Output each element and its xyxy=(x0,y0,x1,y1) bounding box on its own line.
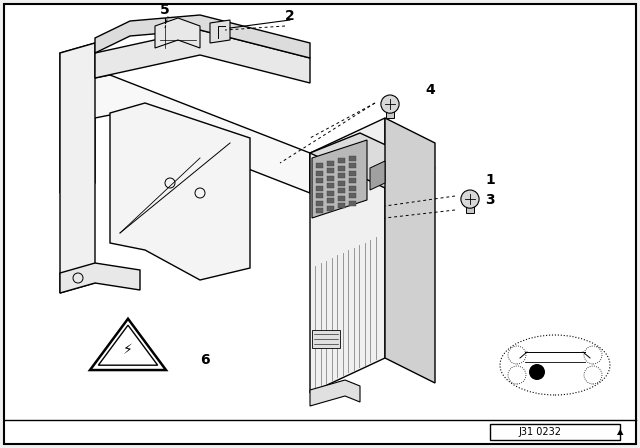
Bar xyxy=(327,198,334,203)
Polygon shape xyxy=(370,161,385,190)
Polygon shape xyxy=(60,43,310,193)
Circle shape xyxy=(461,190,479,208)
Text: 4: 4 xyxy=(425,83,435,97)
Text: 2: 2 xyxy=(285,9,295,23)
Bar xyxy=(312,330,340,348)
Polygon shape xyxy=(385,118,435,383)
Polygon shape xyxy=(155,18,200,48)
Bar xyxy=(349,201,356,206)
Bar xyxy=(349,155,356,160)
Bar xyxy=(316,193,323,198)
Bar xyxy=(349,171,356,176)
Bar xyxy=(338,188,345,193)
Polygon shape xyxy=(310,380,360,406)
Text: 1: 1 xyxy=(485,173,495,187)
Polygon shape xyxy=(386,108,394,118)
Bar xyxy=(349,163,356,168)
Bar xyxy=(338,158,345,163)
Bar xyxy=(316,171,323,176)
Bar xyxy=(338,173,345,178)
Bar xyxy=(349,185,356,190)
Bar xyxy=(316,185,323,190)
Bar xyxy=(338,203,345,208)
Polygon shape xyxy=(60,43,95,293)
Bar xyxy=(316,208,323,213)
Bar xyxy=(338,165,345,171)
Text: 3: 3 xyxy=(485,193,495,207)
Bar xyxy=(349,193,356,198)
Polygon shape xyxy=(60,263,140,293)
Circle shape xyxy=(381,95,399,113)
Bar xyxy=(327,168,334,173)
Polygon shape xyxy=(310,133,435,188)
Text: 6: 6 xyxy=(200,353,210,367)
Bar xyxy=(327,176,334,181)
Bar xyxy=(349,178,356,183)
Text: ▲: ▲ xyxy=(617,427,623,436)
Bar xyxy=(316,201,323,206)
Bar xyxy=(338,195,345,201)
Bar xyxy=(327,190,334,195)
Polygon shape xyxy=(466,203,474,213)
Polygon shape xyxy=(90,319,166,370)
Polygon shape xyxy=(312,140,367,218)
Polygon shape xyxy=(310,153,385,228)
Bar xyxy=(490,424,620,440)
Bar xyxy=(338,181,345,185)
Bar xyxy=(316,178,323,183)
Bar xyxy=(327,206,334,211)
Bar xyxy=(327,183,334,188)
Text: 5: 5 xyxy=(160,3,170,17)
Polygon shape xyxy=(95,30,310,83)
Polygon shape xyxy=(95,15,310,58)
Text: J31 0232: J31 0232 xyxy=(518,427,561,437)
Circle shape xyxy=(529,364,545,380)
Bar xyxy=(327,160,334,165)
Polygon shape xyxy=(210,20,230,43)
Polygon shape xyxy=(310,118,385,393)
Text: ⚡: ⚡ xyxy=(123,343,133,357)
Polygon shape xyxy=(110,103,250,280)
Bar xyxy=(316,163,323,168)
